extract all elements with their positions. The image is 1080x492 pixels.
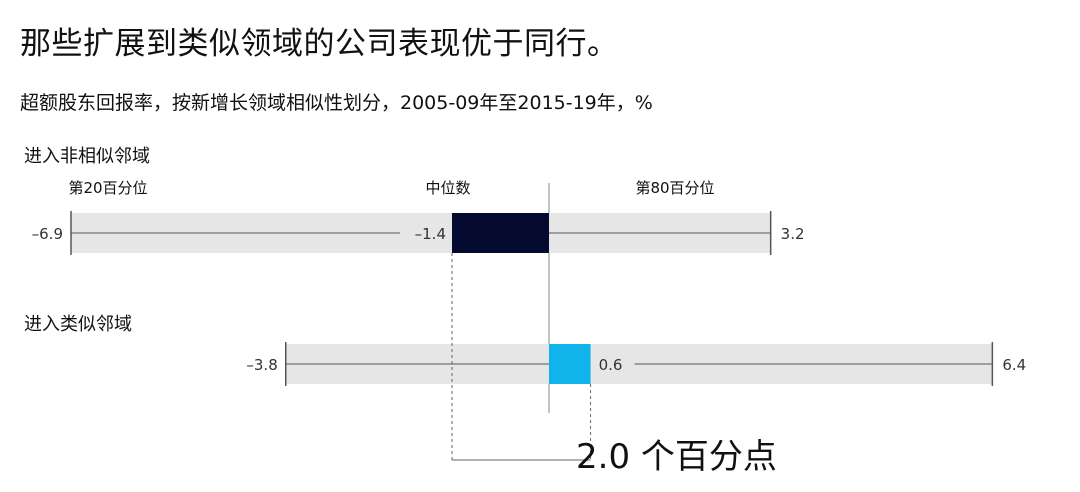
chart-subtitle: 超额股东回报率，按新增长领域相似性划分，2005-09年至2015-19年，% xyxy=(20,92,653,114)
chart-title: 那些扩展到类似领域的公司表现优于同行。 xyxy=(20,26,619,62)
difference-label: 2.0 个百分点 xyxy=(576,437,777,477)
column-label-p80: 第80百分位 xyxy=(635,179,714,197)
median-block-1 xyxy=(452,213,549,253)
series-label-1: 进入非相似邻域 xyxy=(24,146,150,167)
column-label-p20: 第20百分位 xyxy=(68,179,147,197)
column-label-median: 中位数 xyxy=(425,179,470,197)
median-value-1: –1.4 xyxy=(415,225,446,243)
median-block-2 xyxy=(549,344,591,384)
p80-value-1: 3.2 xyxy=(781,225,805,243)
series-label-2: 进入类似邻域 xyxy=(24,314,132,335)
median-value-2: 0.6 xyxy=(599,356,623,374)
p80-value-2: 6.4 xyxy=(1002,356,1026,374)
p20-value-1: –6.9 xyxy=(32,225,63,243)
p20-value-2: –3.8 xyxy=(246,356,277,374)
